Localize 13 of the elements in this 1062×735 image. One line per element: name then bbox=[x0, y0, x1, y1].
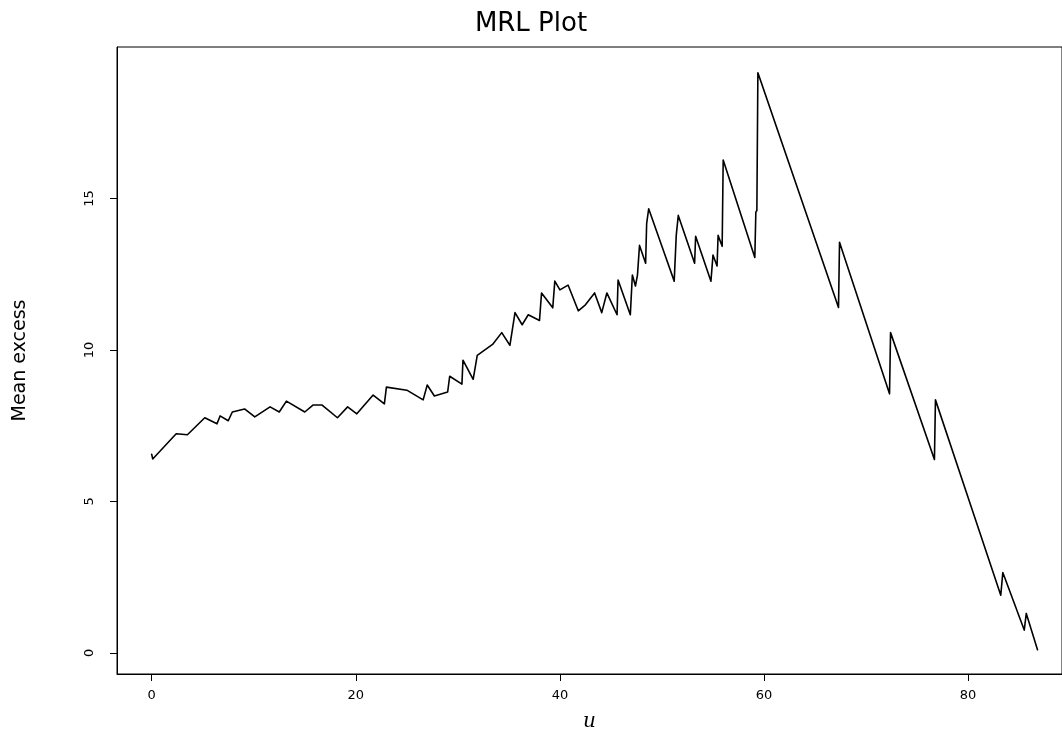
x-tick-label: 0 bbox=[147, 687, 156, 702]
y-tick-label: 5 bbox=[81, 497, 96, 506]
y-tick-label: 15 bbox=[81, 190, 96, 207]
x-axis-title: u bbox=[583, 708, 596, 732]
x-tick-label: 40 bbox=[551, 687, 569, 702]
y-tick-label: 10 bbox=[81, 341, 96, 359]
chart-title: MRL Plot bbox=[474, 7, 588, 37]
y-axis-title: Mean excess bbox=[6, 299, 29, 422]
x-tick-label: 20 bbox=[347, 687, 365, 702]
y-tick-label: 0 bbox=[81, 648, 96, 657]
line-series bbox=[150, 71, 1039, 651]
x-tick-label: 60 bbox=[755, 687, 773, 702]
x-tick-label: 80 bbox=[959, 687, 977, 702]
